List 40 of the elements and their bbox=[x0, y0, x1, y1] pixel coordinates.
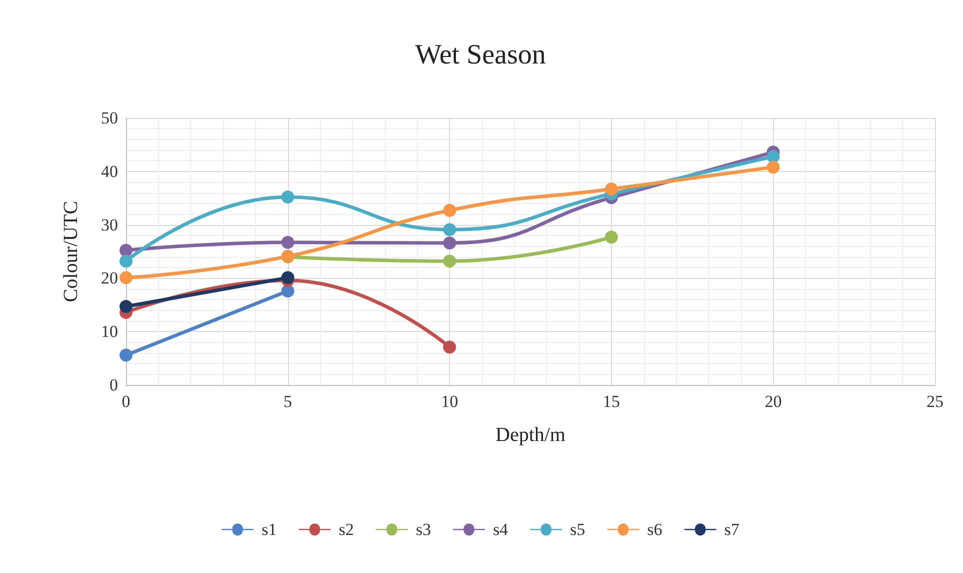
point bbox=[443, 223, 456, 236]
x-tick-label: 25 bbox=[926, 392, 944, 411]
legend-label: s4 bbox=[492, 520, 509, 539]
legend-label: s5 bbox=[570, 520, 586, 539]
point bbox=[281, 236, 294, 249]
y-tick-label: 0 bbox=[110, 376, 118, 394]
point bbox=[604, 182, 618, 196]
point bbox=[120, 348, 132, 362]
y-tick-label: 50 bbox=[101, 108, 118, 128]
point bbox=[281, 271, 294, 284]
point bbox=[604, 230, 618, 244]
point bbox=[120, 244, 132, 257]
point bbox=[120, 271, 132, 284]
point bbox=[281, 284, 294, 298]
x-tick-label: 10 bbox=[441, 392, 458, 411]
point bbox=[120, 254, 132, 268]
point bbox=[443, 254, 456, 268]
point bbox=[281, 190, 294, 204]
point bbox=[443, 236, 456, 250]
x-tick-label: 5 bbox=[284, 392, 292, 411]
x-tick-label: 20 bbox=[764, 392, 782, 411]
point bbox=[766, 160, 780, 174]
legend-label: s3 bbox=[416, 520, 431, 539]
y-tick-label: 10 bbox=[101, 322, 118, 342]
x-axis-title: Depth/m bbox=[496, 424, 566, 446]
point bbox=[766, 150, 780, 163]
legend-label: s1 bbox=[262, 520, 277, 539]
point bbox=[443, 204, 456, 217]
y-axis-title: Colour/UTC bbox=[60, 200, 82, 302]
y-tick-label: 20 bbox=[101, 268, 118, 288]
legend-label: s2 bbox=[338, 520, 354, 539]
y-tick-label: 40 bbox=[101, 162, 118, 181]
point bbox=[120, 300, 132, 313]
legend-label: s7 bbox=[724, 520, 740, 539]
x-tick-label: 15 bbox=[602, 392, 620, 411]
point bbox=[443, 340, 456, 354]
y-tick-label: 30 bbox=[101, 215, 118, 234]
legend-label: s6 bbox=[647, 520, 662, 539]
chart-title: Wet Season bbox=[415, 40, 546, 70]
x-tick-label: 0 bbox=[122, 392, 130, 411]
